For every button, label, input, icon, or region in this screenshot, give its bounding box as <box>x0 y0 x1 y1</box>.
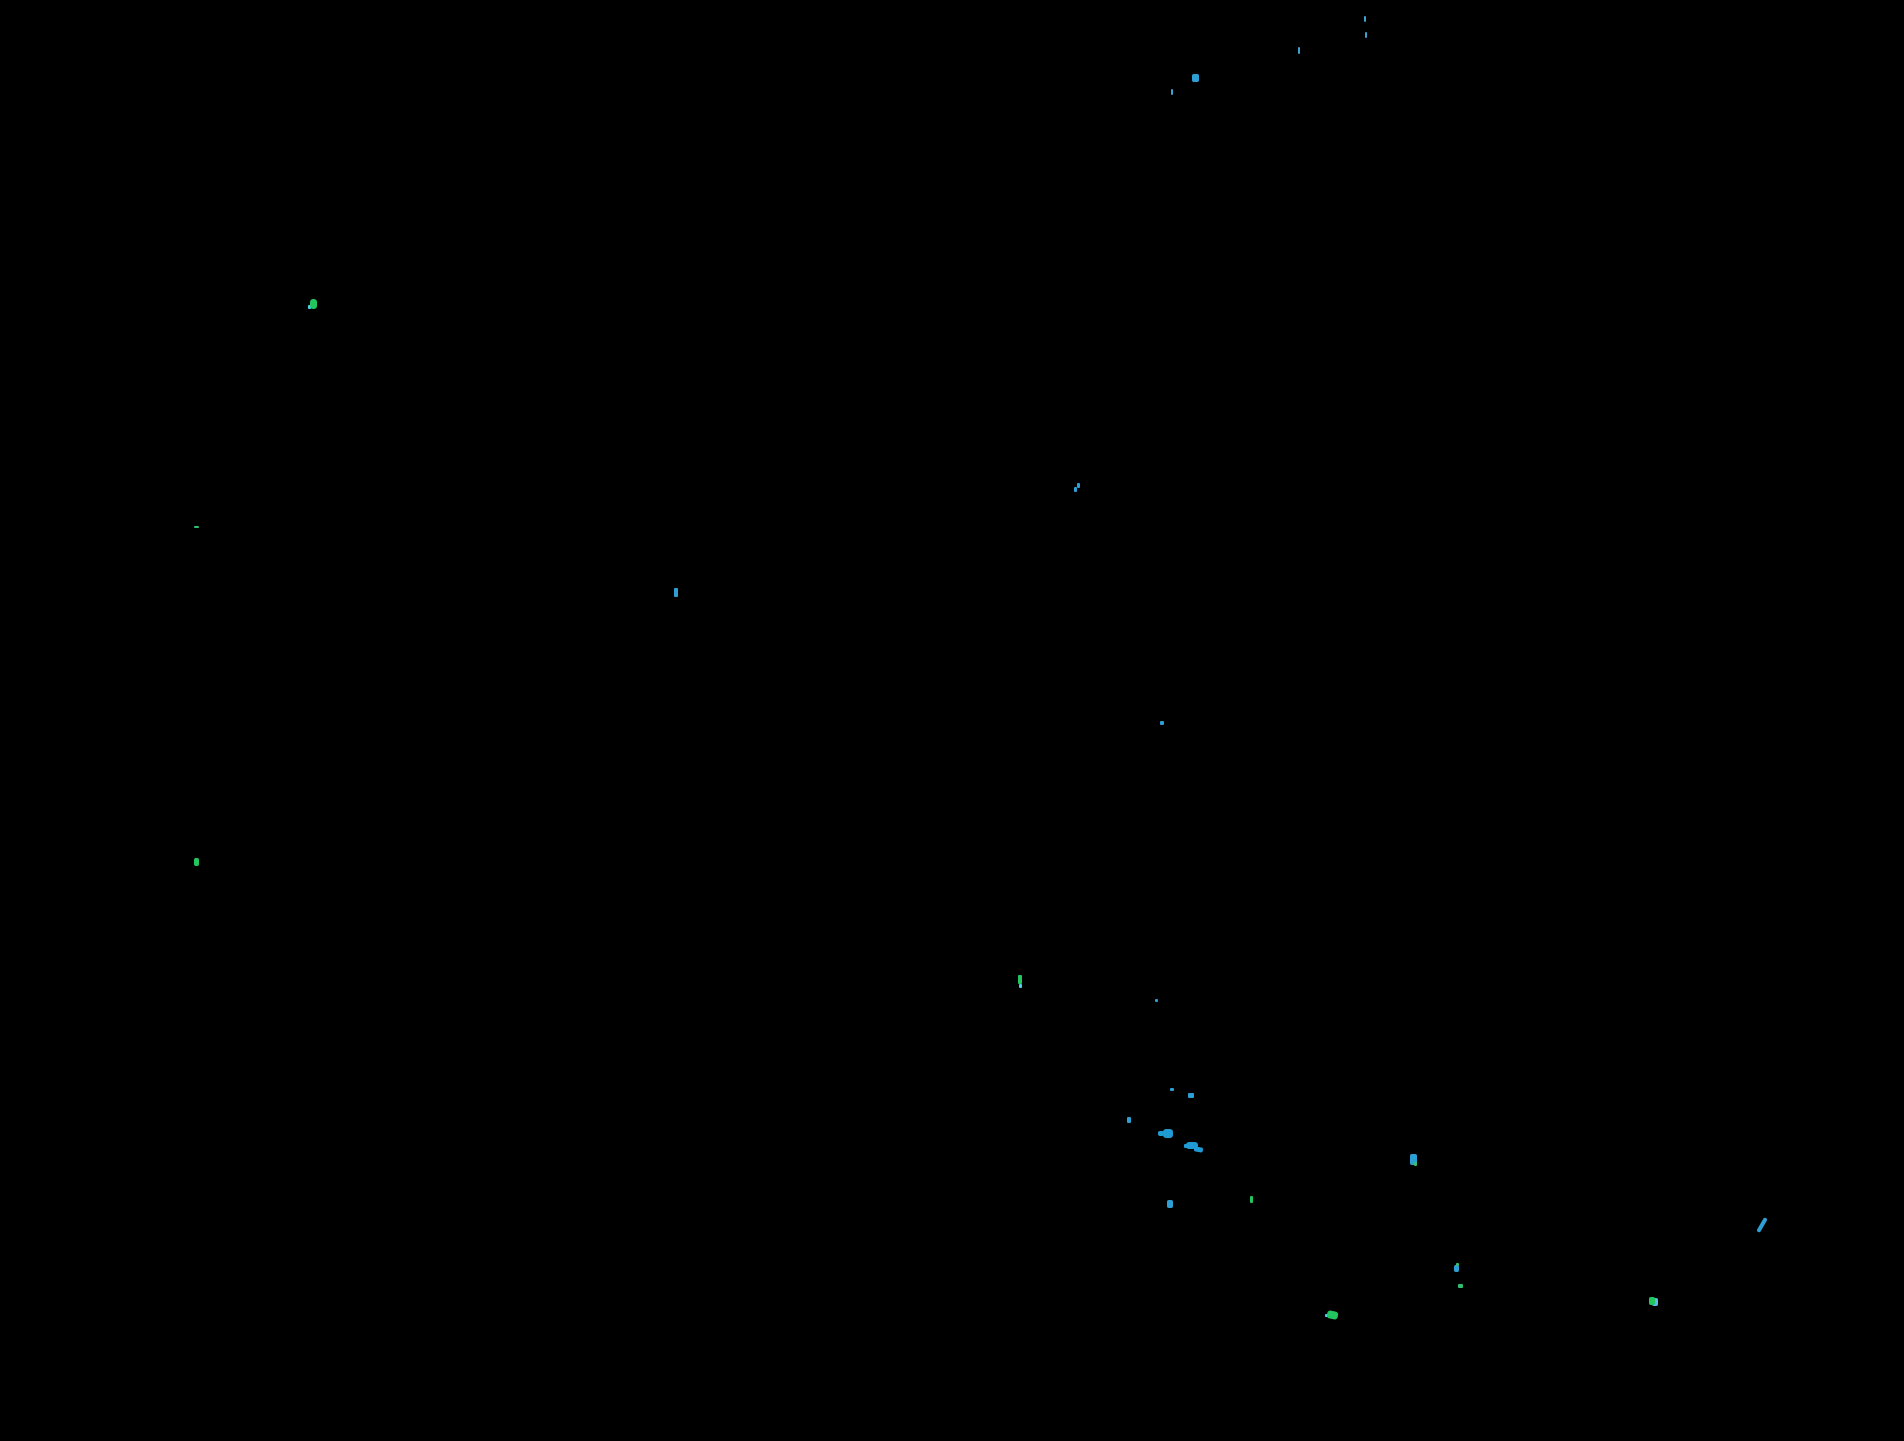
fluorescent-speck <box>1188 1093 1194 1098</box>
fluorescent-speck <box>1250 1196 1253 1203</box>
fluorescent-speck <box>1298 47 1300 54</box>
fluorescent-speck <box>1756 1217 1768 1233</box>
fluorescent-speck <box>1192 74 1199 82</box>
fluorescent-speck <box>194 858 199 866</box>
fluorescent-speck <box>1456 1263 1459 1266</box>
fluorescent-speck <box>1649 1297 1655 1305</box>
fluorescent-speck <box>310 299 317 309</box>
fluorescent-speck <box>1365 32 1367 38</box>
fluorescent-speck <box>308 305 311 309</box>
fluorescent-speck <box>1074 487 1077 492</box>
fluorescent-speck <box>1458 1284 1463 1288</box>
fluorescent-speck <box>1364 16 1366 22</box>
fluorescent-speck <box>1193 1146 1204 1153</box>
fluorescent-speck <box>1410 1154 1417 1165</box>
fluorescent-speck <box>1160 721 1164 725</box>
fluorescent-speck <box>194 526 199 528</box>
fluorescent-speck <box>1019 984 1022 988</box>
fluorescent-speck <box>674 588 678 597</box>
fluorescent-speck <box>1158 1131 1164 1136</box>
fluorescent-speck <box>1167 1200 1173 1208</box>
fluorescent-speck <box>1186 1142 1198 1149</box>
fluorescent-speck <box>1326 1309 1339 1321</box>
fluorescent-speck <box>1170 1088 1174 1091</box>
fluorescent-speck <box>1018 975 1022 984</box>
fluorescent-speck <box>1163 1129 1173 1138</box>
fluorescent-speck <box>1171 89 1173 95</box>
fluorescent-speck <box>1127 1117 1131 1123</box>
fluorescent-speck <box>1077 483 1080 488</box>
fluorescent-speck <box>1454 1265 1459 1272</box>
fluorescent-speck <box>1652 1298 1658 1306</box>
fluorescent-speck <box>1155 999 1158 1002</box>
fluorescent-speck <box>1414 1162 1417 1166</box>
